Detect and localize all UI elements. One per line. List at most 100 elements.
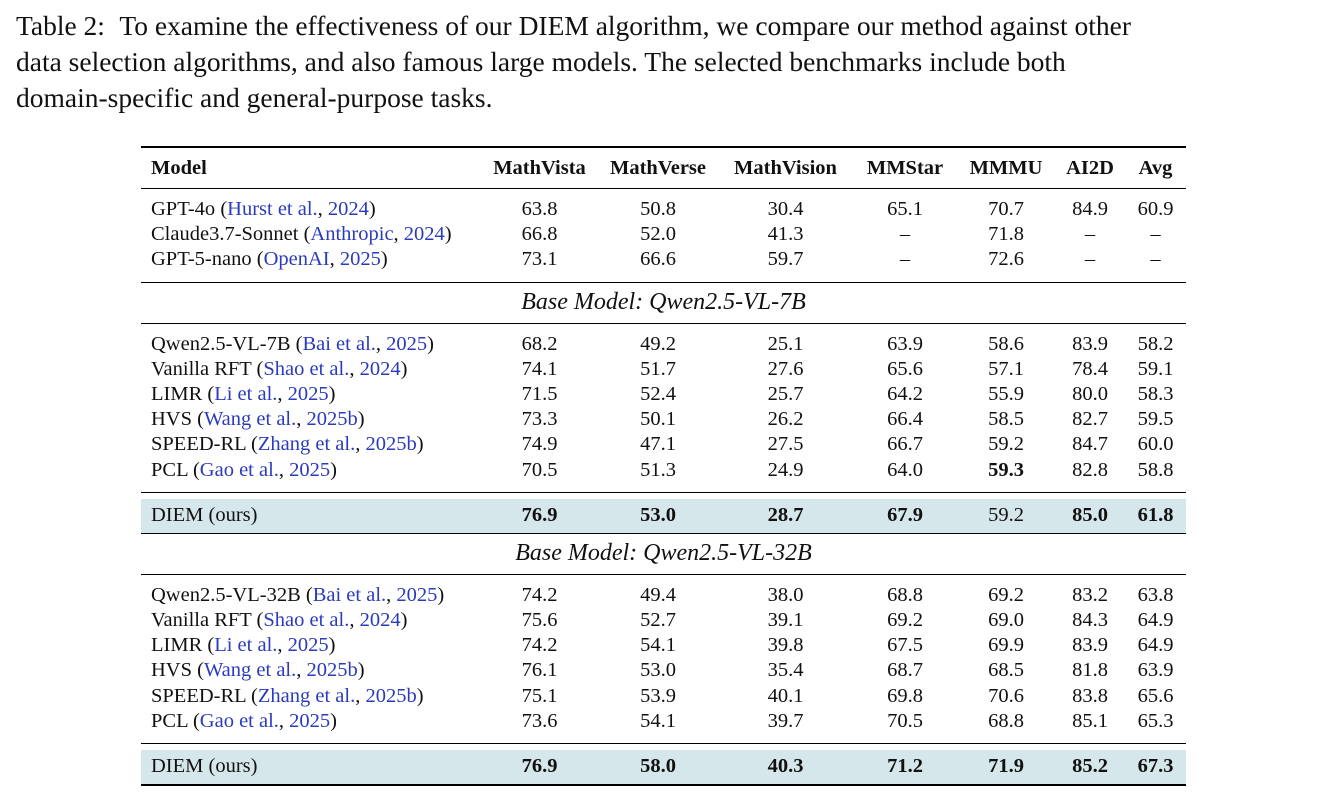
section-header-row: Base Model: Qwen2.5-VL-7B <box>141 282 1186 324</box>
model-name: HVS <box>151 659 193 682</box>
model-name: PCL <box>151 458 188 481</box>
col-header-mathverse: MathVerse <box>598 147 718 189</box>
score-cell: 66.7 <box>887 433 923 456</box>
caption-line-1: Table 2: To examine the effectiveness of… <box>16 8 1316 44</box>
col-header-avg: Avg <box>1125 147 1186 189</box>
score-cell: 69.2 <box>988 583 1024 606</box>
model-name-cell: LIMR (Li et al., 2025) <box>151 634 336 657</box>
score-cell: – <box>853 247 957 283</box>
score-cell: 69.9 <box>988 634 1024 657</box>
score-cell: 51.3 <box>598 457 718 493</box>
score-cell: 64.2 <box>887 383 923 406</box>
score-cell: 27.6 <box>767 357 804 380</box>
score-cell: 59.5 <box>1137 408 1174 431</box>
caption-line-2: data selection algorithms, and also famo… <box>16 46 1066 77</box>
model-name-cell: Qwen2.5-VL-32B (Bai et al., 2025) <box>151 583 445 606</box>
citation-author-link: Wang et al. <box>203 659 297 682</box>
citation-author-link: OpenAI <box>263 248 330 271</box>
citation-year-link: 2024 <box>359 357 401 380</box>
score-cell: 75.6 <box>521 608 558 631</box>
citation-author-link: Zhang et al. <box>257 433 356 456</box>
score-cell: 58.6 <box>988 332 1024 355</box>
score-cell: 52.4 <box>640 383 676 406</box>
score-cell: 69.2 <box>887 608 923 631</box>
score-cell: – <box>1150 223 1161 246</box>
col-header-mathvision: MathVision <box>718 147 853 189</box>
score-cell: 55.9 <box>988 383 1024 406</box>
score-cell: 65.1 <box>887 198 923 221</box>
col-header-mmstar: MMStar <box>853 147 957 189</box>
score-cell: 85.0 <box>1055 498 1125 534</box>
score-cell: 85.2 <box>1055 749 1125 786</box>
score-cell: 75.1 <box>521 684 558 707</box>
score-cell: 83.9 <box>1072 332 1108 355</box>
score-cell: 70.5 <box>481 457 598 493</box>
citation-year-link: 2025 <box>289 709 331 732</box>
citation-year-link: 2025b <box>365 433 417 456</box>
citation-year-link: 2025 <box>386 332 428 355</box>
score-cell: 24.9 <box>718 457 853 493</box>
score-cell: 80.0 <box>1072 383 1108 406</box>
score-cell: – <box>1084 223 1096 246</box>
table-caption: Table 2: To examine the effectiveness of… <box>16 8 1316 116</box>
model-name: SPEED-RL <box>151 433 246 456</box>
score-cell: 84.7 <box>1072 433 1108 456</box>
score-cell: 54.1 <box>598 708 718 744</box>
score-cell: 85.1 <box>1055 708 1125 744</box>
citation-year-link: 2024 <box>403 223 445 246</box>
score-cell: 38.0 <box>767 583 804 606</box>
score-cell: 82.8 <box>1055 457 1125 493</box>
score-cell: 68.8 <box>957 708 1055 744</box>
score-cell: 35.4 <box>767 659 804 682</box>
table-row: Vanilla RFT (Shao et al., 2024) 75.6 52.7 3… <box>141 608 1186 633</box>
citation-author-link: Bai et al. <box>302 332 376 355</box>
model-name: LIMR <box>151 383 203 406</box>
score-cell: 58.3 <box>1137 383 1174 406</box>
score-cell: 73.3 <box>521 408 558 431</box>
score-cell: 66.8 <box>521 223 558 246</box>
model-name: LIMR <box>151 634 203 657</box>
score-cell: 74.2 <box>521 634 558 657</box>
score-cell: 64.0 <box>853 457 957 493</box>
score-cell: 76.1 <box>521 659 558 682</box>
citation-author-link: Gao et al. <box>199 458 279 481</box>
score-cell: 63.9 <box>887 332 923 355</box>
score-cell: 58.2 <box>1137 332 1174 355</box>
score-cell: 84.3 <box>1072 608 1108 631</box>
citation-author-link: Hurst et al. <box>227 198 318 221</box>
score-cell: 28.7 <box>718 498 853 534</box>
score-cell: 74.9 <box>521 433 558 456</box>
score-cell: 70.5 <box>853 708 957 744</box>
score-cell: 27.5 <box>767 433 804 456</box>
model-name-cell: HVS (Wang et al., 2025b) <box>151 659 365 682</box>
score-cell: 73.6 <box>481 708 598 744</box>
model-name: Vanilla RFT <box>151 608 252 631</box>
model-name-cell: Vanilla RFT (Shao et al., 2024) <box>151 357 408 380</box>
score-cell: – <box>1055 247 1125 283</box>
section-title: Base Model: Qwen2.5-VL-32B <box>141 533 1186 575</box>
score-cell: 68.8 <box>887 583 923 606</box>
section-title: Base Model: Qwen2.5-VL-7B <box>141 282 1186 324</box>
score-cell: 74.2 <box>521 583 558 606</box>
score-cell: 71.9 <box>957 749 1055 786</box>
score-cell: 65.6 <box>887 357 923 380</box>
model-name: DIEM (ours) <box>151 504 258 527</box>
score-cell: 54.1 <box>640 634 676 657</box>
score-cell: 59.1 <box>1137 357 1174 380</box>
score-cell: 49.2 <box>640 332 676 355</box>
table-row: HVS (Wang et al., 2025b) 73.3 50.1 26.2 66.4… <box>141 407 1186 432</box>
score-cell: 72.6 <box>957 247 1055 283</box>
score-cell: 71.5 <box>521 383 558 406</box>
model-name: PCL <box>151 709 188 732</box>
citation-year-link: 2024 <box>327 198 369 221</box>
score-cell: 30.4 <box>767 198 804 221</box>
col-header-model: Model <box>141 147 481 189</box>
score-cell: 68.7 <box>887 659 923 682</box>
score-cell: 60.0 <box>1137 433 1174 456</box>
score-cell: 64.9 <box>1137 634 1174 657</box>
table-row: HVS (Wang et al., 2025b) 76.1 53.0 35.4 68.7… <box>141 658 1186 683</box>
model-name-cell: Qwen2.5-VL-7B (Bai et al., 2025) <box>151 332 434 355</box>
score-cell: 83.8 <box>1072 684 1108 707</box>
score-cell: 40.1 <box>767 684 804 707</box>
col-header-mmmu: MMMU <box>957 147 1055 189</box>
